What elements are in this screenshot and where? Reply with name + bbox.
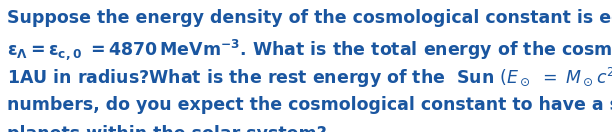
Text: numbers, do you expect the cosmological constant to have a significant effect on: numbers, do you expect the cosmological … [7,96,612,114]
Text: planets within the solar system?: planets within the solar system? [7,125,327,132]
Text: 1AU in radius?What is the rest energy of the  Sun $(E_\odot\ =\ M_\odot c^2)$? C: 1AU in radius?What is the rest energy of… [7,66,612,90]
Text: $\mathbf{\varepsilon_\Lambda = \varepsilon_{c,0}}$ $\mathbf{= 4870\,MeVm^{-3}}$.: $\mathbf{\varepsilon_\Lambda = \varepsil… [7,37,612,62]
Text: Suppose the energy density of the cosmological constant is equal to the present : Suppose the energy density of the cosmol… [7,9,612,27]
